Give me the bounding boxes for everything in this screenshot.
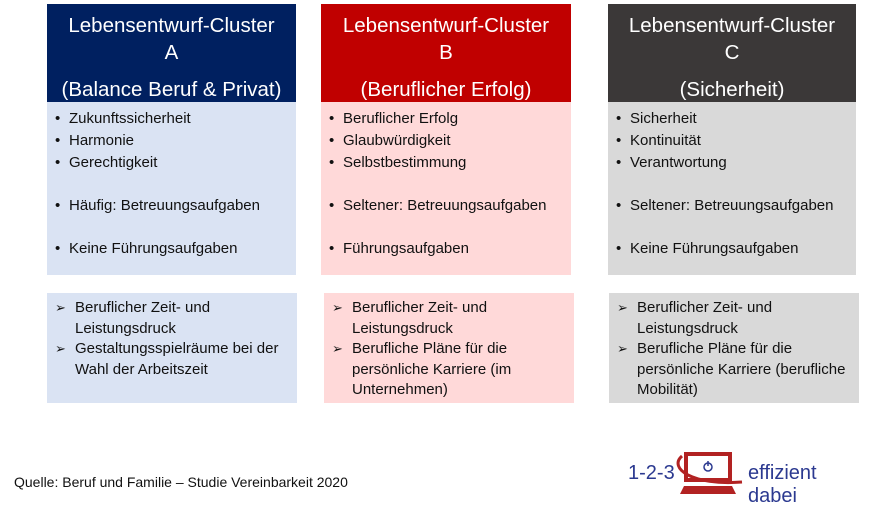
cluster-letter: C: [724, 41, 740, 64]
list-item: Kontinuität: [616, 130, 856, 152]
list-item: Zukunftssicherheit: [55, 108, 296, 130]
list-item: Gestaltungsspielräume bei der Wahl der A…: [55, 339, 289, 380]
source-note: Quelle: Beruf und Familie – Studie Verei…: [14, 474, 348, 490]
logo: 1-2-3 effizient dabei: [628, 448, 868, 507]
list-item: Berufliche Pläne für die persönliche Kar…: [332, 339, 566, 401]
list-item: Keine Führungsaufgaben: [616, 238, 856, 260]
cluster-a-factors: Beruflicher Zeit- und Leistungsdruck Ges…: [47, 293, 297, 403]
logo-text-left: 1-2-3: [628, 462, 675, 484]
cluster-c-factors: Beruflicher Zeit- und Leistungsdruck Ber…: [609, 293, 859, 403]
list-item: Berufliche Pläne für die persönliche Kar…: [617, 339, 851, 401]
cluster-a-values: Zukunftssicherheit Harmonie Gerechtigkei…: [47, 102, 296, 275]
cluster-c-values: Sicherheit Kontinuität Verantwortung Sel…: [608, 102, 856, 275]
cluster-subtitle: (Balance Beruf & Privat): [61, 78, 282, 101]
list-item: Beruflicher Zeit- und Leistungsdruck: [332, 298, 566, 339]
list-item: Seltener: Betreuungsaufgaben: [329, 195, 571, 217]
list-item: Seltener: Betreuungsaufgaben: [616, 195, 856, 217]
list-item: Häufig: Betreuungsaufgaben: [55, 195, 296, 217]
list-item: Verantwortung: [616, 152, 856, 174]
cluster-letter: B: [439, 41, 453, 64]
list-item: Gerechtigkeit: [55, 152, 296, 174]
cluster-title: Lebensentwurf-Cluster: [628, 14, 836, 37]
cluster-letter: A: [164, 41, 179, 64]
cluster-a-header: Lebensentwurf-Cluster A (Balance Beruf &…: [47, 4, 296, 102]
cluster-c-header: Lebensentwurf-Cluster C (Sicherheit): [608, 4, 856, 102]
list-item: Beruflicher Erfolg: [329, 108, 571, 130]
computer-power-icon: [676, 452, 743, 494]
list-item: Beruflicher Zeit- und Leistungsdruck: [617, 298, 851, 339]
cluster-title: Lebensentwurf-Cluster: [68, 14, 275, 37]
list-item: Harmonie: [55, 130, 296, 152]
cluster-subtitle: (Beruflicher Erfolg): [360, 78, 532, 101]
cluster-b-values: Beruflicher Erfolg Glaubwürdigkeit Selbs…: [321, 102, 571, 275]
cluster-title: Lebensentwurf-Cluster: [342, 14, 550, 37]
list-item: Beruflicher Zeit- und Leistungsdruck: [55, 298, 289, 339]
cluster-subtitle: (Sicherheit): [679, 78, 785, 101]
list-item: Führungsaufgaben: [329, 238, 571, 260]
list-item: Keine Führungsaufgaben: [55, 238, 296, 260]
list-item: Sicherheit: [616, 108, 856, 130]
cluster-b-header: Lebensentwurf-Cluster B (Beruflicher Erf…: [321, 4, 571, 102]
list-item: Selbstbestimmung: [329, 152, 571, 174]
logo-text-right: effizient dabei: [748, 462, 817, 507]
cluster-b-factors: Beruflicher Zeit- und Leistungsdruck Ber…: [324, 293, 574, 403]
list-item: Glaubwürdigkeit: [329, 130, 571, 152]
